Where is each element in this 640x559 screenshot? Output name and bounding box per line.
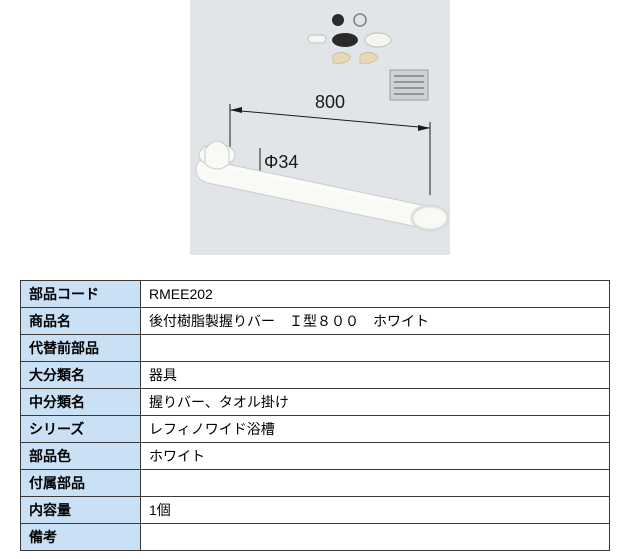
dimension-800-label: 800: [315, 92, 345, 112]
table-row: 大分類名 器具: [21, 362, 610, 389]
table-row: 商品名 後付樹脂製握りバー Ｉ型８００ ホワイト: [21, 308, 610, 335]
spec-label: 部品コード: [21, 281, 141, 308]
spec-label: 備考: [21, 524, 141, 551]
table-row: シリーズ レフィノワイド浴槽: [21, 416, 610, 443]
table-row: 部品コード RMEE202: [21, 281, 610, 308]
page: 800 Φ34: [0, 0, 640, 559]
spec-value: ホワイト: [141, 443, 610, 470]
spec-value: RMEE202: [141, 281, 610, 308]
table-row: 代替前部品: [21, 335, 610, 362]
spec-table-body: 部品コード RMEE202 商品名 後付樹脂製握りバー Ｉ型８００ ホワイト 代…: [21, 281, 610, 551]
spec-label: 中分類名: [21, 389, 141, 416]
spec-value: [141, 335, 610, 362]
spec-value: 後付樹脂製握りバー Ｉ型８００ ホワイト: [141, 308, 610, 335]
part-bracket-beige-1: [333, 52, 351, 63]
spec-label: 商品名: [21, 308, 141, 335]
grab-bar: [196, 141, 448, 230]
part-disc-large-light: [365, 33, 391, 47]
spec-label: 大分類名: [21, 362, 141, 389]
table-row: 部品色 ホワイト: [21, 443, 610, 470]
table-row: 備考: [21, 524, 610, 551]
product-figure: 800 Φ34: [190, 0, 450, 255]
spec-value: 器具: [141, 362, 610, 389]
part-pill-icon: [308, 35, 326, 43]
spec-label: 付属部品: [21, 470, 141, 497]
spec-value: 1個: [141, 497, 610, 524]
table-row: 内容量 1個: [21, 497, 610, 524]
spec-label: シリーズ: [21, 416, 141, 443]
dimension-diameter-label: Φ34: [264, 152, 298, 172]
part-disc-small-outline: [354, 14, 366, 26]
spec-label: 内容量: [21, 497, 141, 524]
spec-table: 部品コード RMEE202 商品名 後付樹脂製握りバー Ｉ型８００ ホワイト 代…: [20, 280, 610, 551]
product-drawing-svg: 800 Φ34: [190, 0, 450, 255]
part-hardware-block: [390, 70, 428, 100]
spec-value: レフィノワイド浴槽: [141, 416, 610, 443]
part-bracket-beige-2: [360, 52, 378, 63]
table-row: 中分類名 握りバー、タオル掛け: [21, 389, 610, 416]
spec-label: 代替前部品: [21, 335, 141, 362]
part-disc-large-dark: [332, 33, 358, 47]
spec-value: [141, 470, 610, 497]
spec-value: 握りバー、タオル掛け: [141, 389, 610, 416]
spec-value: [141, 524, 610, 551]
table-row: 付属部品: [21, 470, 610, 497]
spec-label: 部品色: [21, 443, 141, 470]
part-disc-small-dark: [332, 14, 344, 26]
